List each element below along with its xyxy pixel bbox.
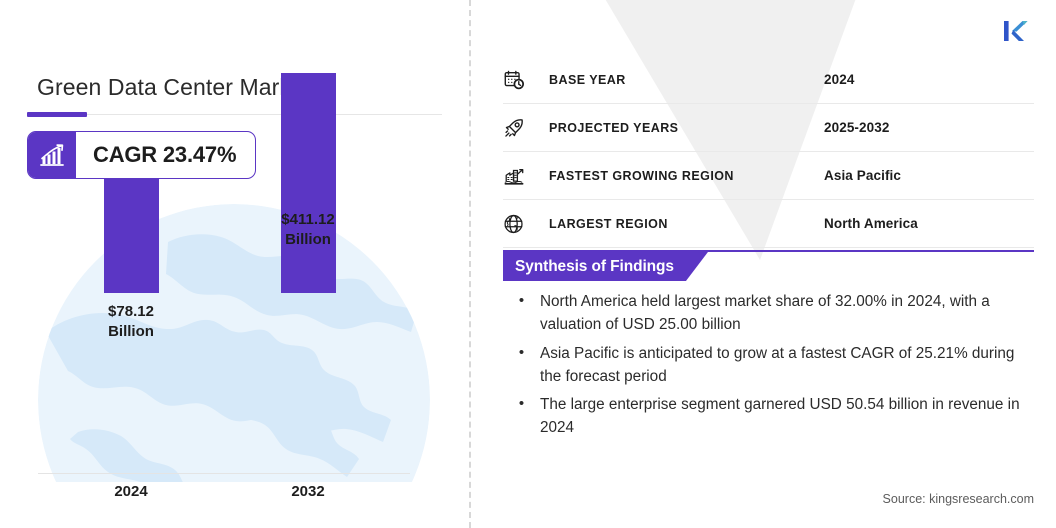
bar-2024-value-unit: Billion xyxy=(108,322,154,340)
spec-value: North America xyxy=(824,216,918,231)
bar-2024-value-amount: $78.12 xyxy=(108,303,154,320)
spec-label: BASE YEAR xyxy=(549,72,626,87)
page-title: Green Data Center Market xyxy=(37,74,311,100)
left-panel: Green Data Center Market CAGR 23.47% xyxy=(0,0,470,528)
list-item: • North America held largest market shar… xyxy=(503,290,1023,337)
bullet-icon: • xyxy=(518,292,525,309)
bar-2032-value-amount: $411.12 xyxy=(281,211,335,228)
spec-value: 2024 xyxy=(824,72,855,87)
bar-2024 xyxy=(104,165,159,293)
bar-chart-growth-icon xyxy=(28,132,76,178)
bar-2024-value-label: $78.12 Billion xyxy=(71,302,191,342)
bar-2032-value-unit: Billion xyxy=(285,230,331,248)
spec-table: BASE YEAR 2024 PROJECTED YEARS 2025-2032 xyxy=(503,56,1034,248)
rocket-icon xyxy=(503,117,549,139)
factory-growth-icon xyxy=(503,165,549,187)
finding-text: North America held largest market share … xyxy=(540,293,990,334)
findings-heading: Synthesis of Findings xyxy=(503,252,708,281)
cagr-badge: CAGR 23.47% xyxy=(27,131,257,179)
bar-2032-value-label: $411.12 Billion xyxy=(248,210,368,250)
right-panel: BASE YEAR 2024 PROJECTED YEARS 2025-2032 xyxy=(470,0,1056,528)
table-row: PROJECTED YEARS 2025-2032 xyxy=(503,104,1034,152)
globe-icon xyxy=(503,213,549,235)
panel-divider xyxy=(469,0,471,528)
finding-text: Asia Pacific is anticipated to grow at a… xyxy=(540,344,1015,385)
spec-label: FASTEST GROWING REGION xyxy=(549,168,734,183)
list-item: • Asia Pacific is anticipated to grow at… xyxy=(503,342,1023,389)
spec-value: Asia Pacific xyxy=(824,168,901,183)
bullet-icon: • xyxy=(518,343,525,361)
bar-2032-category-label: 2032 xyxy=(291,483,325,500)
bar-2032 xyxy=(281,73,336,293)
table-row: BASE YEAR 2024 xyxy=(503,56,1034,104)
kings-research-logo xyxy=(1000,14,1034,48)
findings-top-rule xyxy=(503,250,1034,252)
cagr-value: CAGR 23.47% xyxy=(93,142,237,167)
title-underline-line xyxy=(87,114,442,115)
spec-label: PROJECTED YEARS xyxy=(549,120,679,135)
table-row: FASTEST GROWING REGION Asia Pacific xyxy=(503,152,1034,200)
spec-value: 2025-2032 xyxy=(824,120,890,135)
spec-label: LARGEST REGION xyxy=(549,216,668,231)
source-attribution: Source: kingsresearch.com xyxy=(882,492,1034,506)
title-underline xyxy=(27,112,442,117)
table-row: LARGEST REGION North America xyxy=(503,200,1034,248)
bullet-icon: • xyxy=(518,395,525,412)
title-underline-accent xyxy=(27,112,87,117)
bar-chart: $78.12 Billion 2024 $411.12 Billion 2032 xyxy=(0,73,470,528)
bar-2024-category-label: 2024 xyxy=(114,483,148,500)
finding-text: The large enterprise segment garnered US… xyxy=(540,396,1020,437)
chart-baseline xyxy=(38,473,410,474)
calendar-clock-icon xyxy=(503,69,549,91)
list-item: • The large enterprise segment garnered … xyxy=(503,393,1023,440)
findings-list: • North America held largest market shar… xyxy=(503,290,1023,445)
